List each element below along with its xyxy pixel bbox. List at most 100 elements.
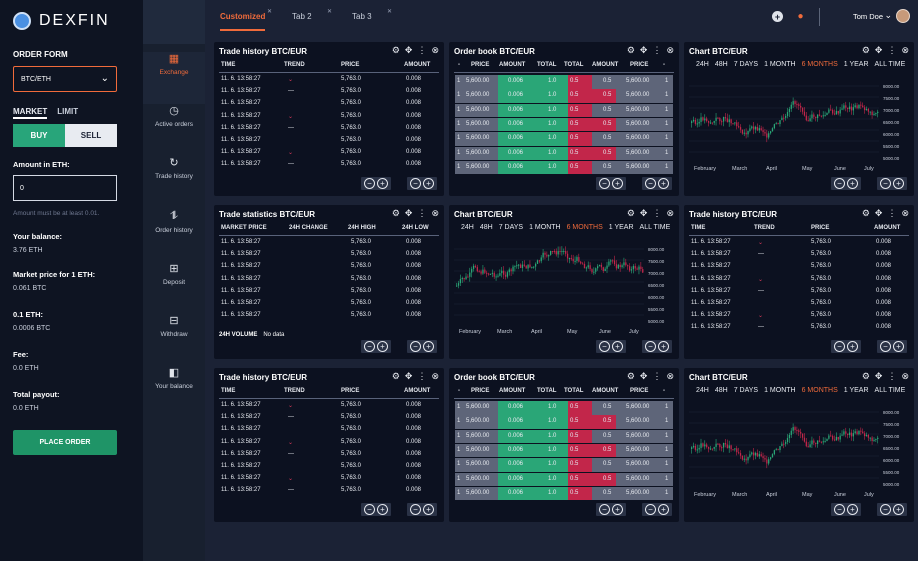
settings-icon[interactable]: ⚙ xyxy=(626,45,635,55)
period-tab[interactable]: 1 MONTH xyxy=(764,387,796,394)
nav-item-trade-history[interactable]: ↻ Trade history xyxy=(143,156,205,208)
table-row[interactable]: 11. 6. 13:58:27 ⌄ 5,763.0 0.008 xyxy=(684,238,914,250)
close-icon[interactable]: ⊗ xyxy=(901,45,909,55)
zoom-out-icon[interactable]: − xyxy=(880,178,891,189)
settings-icon[interactable]: ⚙ xyxy=(391,45,400,55)
order-book-row[interactable]: 1 5,600.00 0.006 1.0 0.5 0.5 5,600.00 1 xyxy=(455,401,673,415)
nav-item-active-orders[interactable]: ◷ Active orders xyxy=(143,104,205,156)
zoom-in-icon[interactable]: + xyxy=(893,178,904,189)
close-icon[interactable]: ⊗ xyxy=(901,208,909,218)
sell-button[interactable]: SELL xyxy=(65,124,117,147)
amount-input[interactable]: 0 xyxy=(13,175,117,201)
period-tab[interactable]: ALL TIME xyxy=(874,61,906,68)
table-row[interactable]: 11. 6. 13:58:27 — 5,763.0 0.008 xyxy=(214,450,444,462)
zoom-in-icon[interactable]: + xyxy=(423,504,434,515)
zoom-in-icon[interactable]: + xyxy=(658,341,669,352)
collapse-icon[interactable]: − xyxy=(834,178,845,189)
period-tab[interactable]: ALL TIME xyxy=(874,387,906,394)
settings-icon[interactable]: ⚙ xyxy=(861,45,870,55)
settings-icon[interactable]: ⚙ xyxy=(626,208,635,218)
zoom-out-icon[interactable]: − xyxy=(645,504,656,515)
table-row[interactable]: 11. 6. 13:58:27 — 5,763.0 0.008 xyxy=(214,413,444,425)
zoom-out-icon[interactable]: − xyxy=(645,341,656,352)
move-icon[interactable]: ✥ xyxy=(639,208,648,218)
order-book-row[interactable]: 1 5,600.00 0.006 1.0 0.5 0.5 5,600.00 1 xyxy=(455,132,673,146)
table-row[interactable]: 11. 6. 13:58:27 5,763.0 0.008 xyxy=(214,462,444,474)
avatar[interactable] xyxy=(896,9,910,23)
move-icon[interactable]: ✥ xyxy=(404,45,413,55)
table-row[interactable]: 11. 6. 13:58:27 ⌄ 5,763.0 0.008 xyxy=(214,75,444,87)
expand-icon[interactable]: + xyxy=(612,178,623,189)
drag-handle-icon[interactable]: ⋮ xyxy=(417,208,427,218)
table-row[interactable]: 11. 6. 13:58:27 ⌄ 5,763.0 0.008 xyxy=(214,474,444,486)
period-tab[interactable]: 1 YEAR xyxy=(608,224,634,231)
expand-icon[interactable]: + xyxy=(847,178,858,189)
zoom-out-icon[interactable]: − xyxy=(410,178,421,189)
table-row[interactable]: 11. 6. 13:58:27 ⌄ 5,763.0 0.008 xyxy=(214,401,444,413)
settings-icon[interactable]: ⚙ xyxy=(391,371,400,381)
period-tab[interactable]: 1 MONTH xyxy=(764,61,796,68)
candlestick-chart[interactable]: 8000.00 7500.00 7000.00 6500.00 6000.00 5500.… xyxy=(454,241,674,331)
close-tab-icon[interactable]: ✕ xyxy=(267,9,273,15)
drag-handle-icon[interactable]: ⋮ xyxy=(417,371,427,381)
close-icon[interactable]: ⊗ xyxy=(431,45,439,55)
nav-item-exchange[interactable]: ▦ Exchange xyxy=(143,52,205,104)
close-icon[interactable]: ⊗ xyxy=(431,208,439,218)
order-book-row[interactable]: 1 5,600.00 0.006 1.0 0.5 0.5 5,600.00 1 xyxy=(455,117,673,132)
table-row[interactable]: 11. 6. 13:58:27 5,763.0 0.008 xyxy=(214,275,444,287)
expand-icon[interactable]: + xyxy=(377,504,388,515)
close-icon[interactable]: ⊗ xyxy=(431,371,439,381)
period-tab[interactable]: 24H xyxy=(696,61,709,68)
zoom-in-icon[interactable]: + xyxy=(423,341,434,352)
table-row[interactable]: 11. 6. 13:58:27 — 5,763.0 0.008 xyxy=(684,250,914,262)
table-row[interactable]: 11. 6. 13:58:27 5,763.0 0.008 xyxy=(214,136,444,148)
settings-icon[interactable]: ⚙ xyxy=(861,208,870,218)
close-icon[interactable]: ⊗ xyxy=(901,371,909,381)
tab-3[interactable]: Tab 3 xyxy=(352,12,372,21)
table-row[interactable]: 11. 6. 13:58:27 5,763.0 0.008 xyxy=(684,299,914,311)
collapse-icon[interactable]: − xyxy=(364,341,375,352)
order-book-row[interactable]: 1 5,600.00 0.006 1.0 0.5 0.5 5,600.00 1 xyxy=(455,458,673,472)
period-tab[interactable]: 7 DAYS xyxy=(498,224,524,231)
expand-icon[interactable]: + xyxy=(612,341,623,352)
expand-icon[interactable]: + xyxy=(377,178,388,189)
period-tab[interactable]: 24H xyxy=(696,387,709,394)
collapse-icon[interactable]: − xyxy=(364,504,375,515)
order-book-row[interactable]: 1 5,600.00 0.006 1.0 0.5 0.5 5,600.00 1 xyxy=(455,443,673,458)
settings-icon[interactable]: ⚙ xyxy=(626,371,635,381)
table-row[interactable]: 11. 6. 13:58:27 5,763.0 0.008 xyxy=(214,311,444,323)
zoom-in-icon[interactable]: + xyxy=(893,341,904,352)
move-icon[interactable]: ✥ xyxy=(874,208,883,218)
tab-market[interactable]: MARKET xyxy=(13,107,48,119)
period-tab[interactable]: ALL TIME xyxy=(639,224,671,231)
nav-item-withdraw[interactable]: ⊟ Withdraw xyxy=(143,314,205,366)
settings-icon[interactable]: ⚙ xyxy=(861,371,870,381)
zoom-out-icon[interactable]: − xyxy=(410,341,421,352)
collapse-icon[interactable]: − xyxy=(599,178,610,189)
drag-handle-icon[interactable]: ⋮ xyxy=(887,208,897,218)
table-row[interactable]: 11. 6. 13:58:27 5,763.0 0.008 xyxy=(214,299,444,311)
order-book-row[interactable]: 1 5,600.00 0.006 1.0 0.5 0.5 5,600.00 1 xyxy=(455,429,673,444)
table-row[interactable]: 11. 6. 13:58:27 — 5,763.0 0.008 xyxy=(214,486,444,498)
period-tab[interactable]: 24H xyxy=(461,224,474,231)
pair-select[interactable]: BTC/ETH ⌄ xyxy=(13,66,117,92)
zoom-out-icon[interactable]: − xyxy=(410,504,421,515)
chevron-down-icon[interactable]: ⌄ xyxy=(884,10,892,20)
collapse-icon[interactable]: − xyxy=(834,341,845,352)
tab-2[interactable]: Tab 2 xyxy=(292,12,312,21)
period-tab[interactable]: 6 MONTHS xyxy=(801,61,838,68)
close-tab-icon[interactable]: ✕ xyxy=(327,9,333,15)
drag-handle-icon[interactable]: ⋮ xyxy=(652,208,662,218)
nav-item-deposit[interactable]: ⊞ Deposit xyxy=(143,262,205,314)
drag-handle-icon[interactable]: ⋮ xyxy=(417,45,427,55)
move-icon[interactable]: ✥ xyxy=(639,371,648,381)
user-name[interactable]: Tom Doe xyxy=(852,12,883,21)
close-icon[interactable]: ⊗ xyxy=(666,371,674,381)
candlestick-chart[interactable]: 8000.00 7500.00 7000.00 6500.00 6000.00 5500.… xyxy=(689,404,909,494)
table-row[interactable]: 11. 6. 13:58:27 — 5,763.0 0.008 xyxy=(214,87,444,99)
zoom-out-icon[interactable]: − xyxy=(880,341,891,352)
period-tab[interactable]: 6 MONTHS xyxy=(566,224,603,231)
table-row[interactable]: 11. 6. 13:58:27 — 5,763.0 0.008 xyxy=(214,160,444,172)
order-book-row[interactable]: 1 5,600.00 0.006 1.0 0.5 0.5 5,600.00 1 xyxy=(455,75,673,89)
table-row[interactable]: 11. 6. 13:58:27 — 5,763.0 0.008 xyxy=(684,287,914,299)
